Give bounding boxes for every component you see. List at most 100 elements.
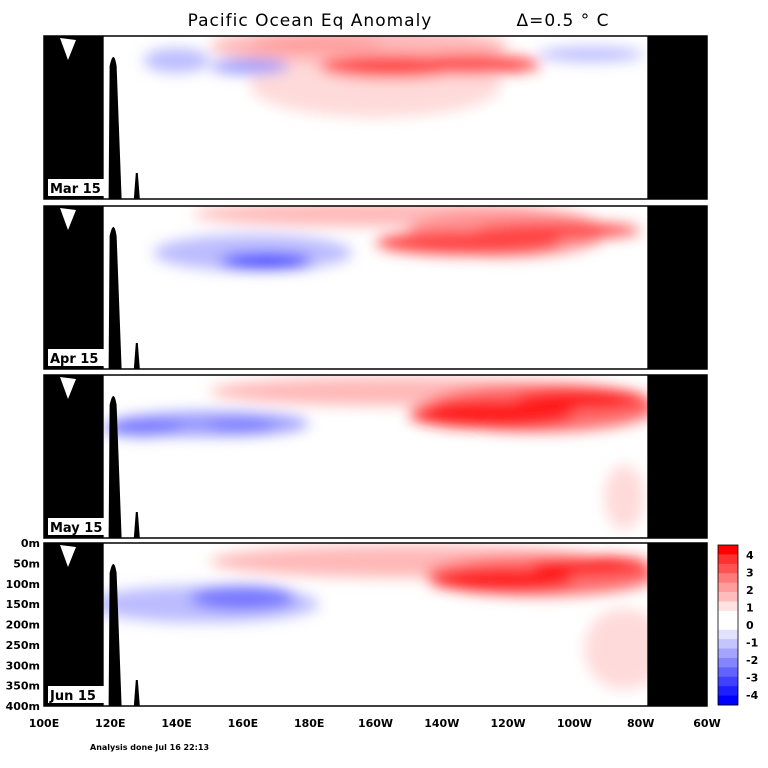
legend-swatch <box>718 676 738 687</box>
land-west <box>44 375 104 538</box>
x-tick-label: 60W <box>693 717 720 730</box>
month-label: Mar 15 <box>50 182 101 197</box>
island-spike <box>108 564 122 706</box>
y-tick-label: 200m <box>6 619 40 632</box>
legend-swatch <box>718 620 738 631</box>
anomaly-field <box>103 377 658 530</box>
analysis-note: Analysis done Jul 16 22:13 <box>90 743 209 752</box>
legend-swatch <box>718 573 738 584</box>
panel-2: May 15 <box>43 374 708 539</box>
y-tick-label: 0m <box>21 537 40 550</box>
y-tick-label: 250m <box>6 639 40 652</box>
x-tick-label: 140W <box>424 717 459 730</box>
legend-swatch <box>718 592 738 602</box>
y-tick-label: 150m <box>6 598 40 611</box>
legend-swatch <box>718 686 738 696</box>
warm-anomaly-region <box>514 389 648 410</box>
warm-anomaly-region <box>584 608 664 690</box>
legend-label: -3 <box>746 672 758 685</box>
legend-swatch <box>718 639 738 649</box>
legend-swatch <box>718 582 738 593</box>
cold-anomaly-region <box>219 253 313 269</box>
panels: Mar 15 Apr 15 May 15 Jun 15 <box>43 35 708 707</box>
x-tick-label: 160W <box>358 717 393 730</box>
x-tick-label: 100E <box>29 717 59 730</box>
panel-1: Apr 15 <box>43 205 708 370</box>
warm-anomaly-region <box>428 568 575 592</box>
y-tick-label: 50m <box>13 557 40 570</box>
land-mask <box>44 543 707 706</box>
island-spike <box>133 680 140 706</box>
legend-swatch <box>718 563 738 574</box>
month-label: Apr 15 <box>50 352 98 367</box>
x-tick-label: 80W <box>627 717 654 730</box>
x-tick-label: 120W <box>491 717 526 730</box>
legend-swatch <box>718 545 738 555</box>
legend-swatch <box>718 695 738 706</box>
warm-anomaly-region <box>319 55 466 78</box>
y-tick-label: 350m <box>6 680 40 693</box>
contour-interval: Δ=0.5 ° C <box>516 11 609 31</box>
island-spike <box>133 343 140 369</box>
land-west <box>44 206 104 369</box>
legend-label: -4 <box>746 689 759 702</box>
anomaly-field <box>153 206 641 272</box>
land-west <box>44 36 104 199</box>
panel-0: Mar 15 <box>43 35 708 200</box>
land-mask <box>44 206 707 369</box>
land-east <box>647 206 707 369</box>
coast-inlet <box>60 38 76 60</box>
anomaly-field <box>143 36 645 118</box>
land-east <box>647 36 707 199</box>
cold-anomaly-region <box>143 48 210 73</box>
y-tick-label: 300m <box>6 659 40 672</box>
legend-swatch <box>718 667 738 678</box>
legend-swatch <box>718 610 738 621</box>
island-spike <box>108 227 122 369</box>
legend-label: -1 <box>746 637 758 650</box>
warm-anomaly-region <box>604 464 645 530</box>
y-tick-label: 400m <box>6 700 40 713</box>
legend-swatch <box>718 554 738 565</box>
island-spike <box>108 57 122 199</box>
panel-frame <box>43 542 708 707</box>
coast-inlet <box>60 377 76 399</box>
legend-label: 2 <box>746 584 754 597</box>
legend-label: 4 <box>746 549 754 562</box>
month-label: Jun 15 <box>49 689 96 704</box>
cold-anomaly-region <box>103 419 184 437</box>
cold-anomaly-region <box>189 585 296 611</box>
x-tick-label: 140E <box>161 717 191 730</box>
island-spike <box>108 396 122 538</box>
coast-inlet <box>60 545 76 567</box>
island-spike <box>133 173 140 199</box>
y-axis: 0m 50m 100m 150m 200m 250m 300m 350m 400m <box>6 537 40 713</box>
x-tick-label: 180E <box>294 717 324 730</box>
legend-label: -2 <box>746 654 758 667</box>
month-label-box <box>48 349 106 366</box>
month-label-box <box>48 686 106 703</box>
month-label-box <box>48 518 106 535</box>
island-spike <box>133 512 140 538</box>
warm-anomaly-region <box>531 556 651 575</box>
legend-label: 3 <box>746 567 754 580</box>
anomaly-field <box>87 545 664 690</box>
land-east <box>647 543 707 706</box>
month-label: May 15 <box>50 521 102 536</box>
y-tick-label: 100m <box>6 578 40 591</box>
land-mask <box>44 375 707 538</box>
panel-3: Jun 15 <box>43 542 708 707</box>
legend-swatch <box>718 629 738 640</box>
x-axis: 100E 120E 140E 160E 180E 160W 140W 120W 100W 80W 6… <box>29 717 721 730</box>
cold-anomaly-region <box>537 47 645 62</box>
land-east <box>647 375 707 538</box>
legend-swatch <box>718 648 738 659</box>
x-tick-label: 160E <box>228 717 258 730</box>
warm-anomaly-region <box>474 222 641 239</box>
warm-anomaly-region <box>408 399 575 428</box>
cold-anomaly-region <box>209 59 290 74</box>
panel-frame <box>43 374 708 539</box>
legend-label: 0 <box>746 619 754 632</box>
legend-swatch <box>718 601 738 612</box>
legend-swatch <box>718 657 738 668</box>
